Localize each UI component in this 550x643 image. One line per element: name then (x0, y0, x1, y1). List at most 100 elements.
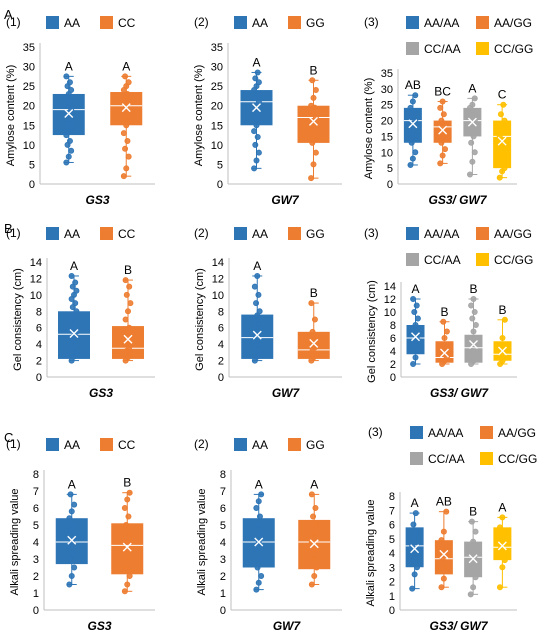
panel5-legend-label-1: GG (306, 227, 325, 241)
panel2-gg-point (309, 139, 316, 146)
panel7-ytick-4: 4 (33, 537, 39, 549)
panel1-aa-point (66, 98, 73, 105)
panel7-cc-point (121, 547, 128, 554)
panel9-aa-aa-point (414, 564, 421, 571)
panel8-ytick-5: 5 (220, 520, 226, 532)
panel7-aa-point (71, 501, 78, 508)
panel1-number: (1) (6, 15, 21, 29)
panel9-aa-aa-point (412, 510, 419, 517)
panel9-aa-gg-significance-letter: AB (436, 495, 452, 509)
panel9-aa-aa-point (411, 571, 418, 578)
panel9-legend-label-1: AA/GG (498, 426, 536, 440)
panel1-ytick-0: 0 (29, 179, 35, 191)
panel8-aa-point (255, 579, 262, 586)
panel6-ytick-3: 6 (390, 333, 396, 345)
panel9-cc-aa-point (472, 528, 479, 535)
panel2-gg-point (312, 114, 319, 121)
panel8-gg-point (311, 530, 318, 537)
panel4-aa-point (72, 341, 79, 348)
panel3-cc-aa-mean-marker (467, 117, 477, 127)
panel3-cc-aa-significance-letter: A (468, 81, 476, 95)
panel8-legend-swatch-1 (288, 438, 301, 451)
panel8-aa-point (253, 504, 260, 511)
panel8-aa-point (253, 586, 260, 593)
panel6-cc-aa-significance-letter: B (469, 282, 477, 296)
panel3-aa-gg-point (440, 133, 447, 140)
panel6-aa-aa-point (412, 321, 419, 328)
panel1-aa-point (63, 73, 70, 80)
panel7-ytick-6: 6 (33, 503, 39, 515)
panel4-legend-swatch-1 (100, 227, 113, 240)
panel4-cc-point (122, 277, 129, 284)
panel6-cc-aa-point (469, 315, 476, 322)
panel6-aa-gg-point (441, 334, 448, 341)
panel1-aa-point (65, 153, 72, 160)
panel4-ytick-1: 2 (36, 356, 42, 368)
panel4-legend-label-1: CC (118, 227, 136, 241)
panel1-cc-significance-letter: A (122, 59, 130, 73)
panel6-aa-aa-point (413, 302, 420, 309)
panel6-cc-aa-point (471, 341, 478, 348)
panel7-aa-point (67, 491, 74, 498)
panel5-aa-point (256, 349, 263, 356)
panel2-ytick-3: 15 (211, 120, 223, 132)
panel8-number: (2) (194, 437, 209, 451)
panel8-gg-point (310, 556, 317, 563)
panel5-aa-mean-marker (252, 330, 262, 340)
panel2-legend-label-0: AA (252, 16, 268, 30)
panel1-aa-point (68, 124, 75, 131)
panel4-ylabel: Gel consistency (cm) (12, 268, 24, 371)
panel7-aa-mean-marker (67, 535, 77, 545)
panel7-cc-point (121, 504, 128, 511)
panel3-aa-gg-point (437, 104, 444, 111)
panel3-aa-gg-point (442, 146, 449, 153)
panel9-legend-swatch-0 (410, 426, 423, 439)
panel4-aa-point (73, 287, 80, 294)
panel5-aa-point (254, 272, 261, 279)
panel8-ytick-7: 7 (220, 486, 226, 498)
panel3-number: (3) (364, 15, 379, 29)
panel3-legend-swatch-3 (476, 42, 489, 55)
panel4-cc-point (127, 300, 134, 307)
panel3-cc-gg-point (497, 111, 504, 118)
panel1-aa-point (66, 137, 73, 144)
panel3-ytick-5: 25 (381, 100, 393, 112)
panel8-xlabel: GW7 (273, 619, 302, 633)
panel8-ytick-2: 2 (220, 571, 226, 583)
panel8-gg-significance-letter: A (310, 477, 318, 491)
panel2-gg-mean-marker (309, 116, 318, 126)
panel2-aa-point (254, 69, 261, 76)
panel2-ylabel: Amylose content (%) (193, 65, 205, 166)
panel3-ytick-7: 35 (381, 68, 393, 80)
panel3-legend-swatch-2 (406, 42, 419, 55)
panel6-cc-aa-point (468, 302, 475, 309)
panel4-cc-mean-marker (123, 334, 133, 344)
panel3-cc-gg-significance-letter: C (498, 88, 507, 102)
panel1-ylabel: Amylose content (%) (5, 65, 17, 166)
panel7-aa-point (69, 550, 76, 557)
panel3-cc-gg-point (501, 165, 508, 172)
panel3-cc-gg-point (501, 117, 508, 124)
panel3-cc-aa-point (469, 101, 476, 108)
panel2-aa-significance-letter: A (252, 55, 260, 69)
panel3-xlabel: GS3/ GW7 (428, 193, 487, 207)
panel8-gg-point (311, 573, 318, 580)
panel3-cc-aa-point (470, 111, 477, 118)
panel8-ytick-3: 3 (220, 554, 226, 566)
panel7-aa-point (66, 515, 73, 522)
panel7-cc-point (124, 496, 131, 503)
panel7-aa-point (71, 564, 78, 571)
panel8-legend-swatch-0 (234, 438, 247, 451)
panel3-aa-aa-mean-marker (408, 119, 418, 129)
panel4-ytick-6: 12 (30, 273, 42, 285)
panel7-cc-point (126, 530, 133, 537)
panel9-ytick-4: 4 (389, 548, 395, 560)
panel6-cc-aa-point (469, 347, 476, 354)
panel6-aa-gg-significance-letter: B (440, 305, 448, 319)
panel7-cc-point (123, 522, 130, 529)
panel5-ytick-3: 6 (218, 323, 224, 335)
panel1-aa-point (66, 116, 73, 123)
panel3-legend-swatch-0 (406, 16, 419, 29)
panel9-ytick-1: 1 (389, 591, 395, 603)
